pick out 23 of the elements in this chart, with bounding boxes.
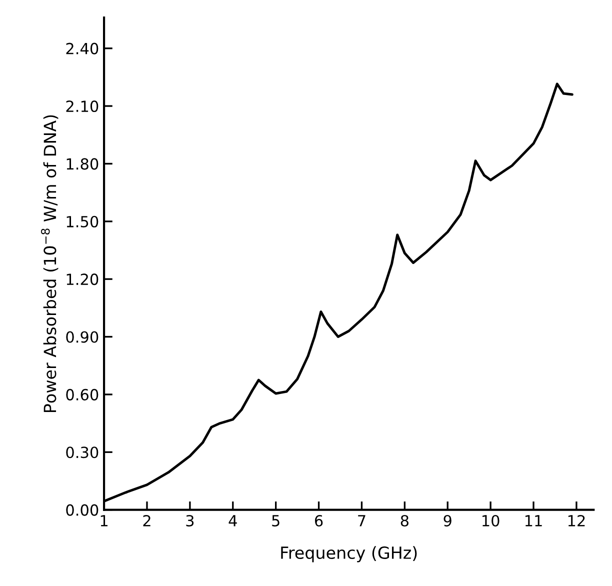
x-tick-label: 2	[143, 514, 150, 526]
x-tick-label: 5	[272, 515, 280, 527]
x-tick-label: 6	[314, 514, 323, 527]
x-tick-label: 12	[568, 514, 585, 526]
x-tick-label: 3	[186, 514, 194, 527]
x-axis-title: Frequency (GHz)	[281, 546, 417, 562]
y-tick-label: 2.40	[66, 42, 98, 54]
y-tick-label: 0.60	[66, 388, 98, 400]
y-tick-label: 2.10	[66, 100, 98, 112]
y-axis-title: Power Absorbed (10$^{−8}$ W/m of DNA)	[40, 115, 58, 412]
y-tick-label: 0.30	[66, 446, 98, 458]
y-tick-label: 1.50	[66, 216, 98, 228]
x-tick-label: 1	[100, 515, 108, 526]
x-tick-label: 4	[228, 515, 237, 526]
x-tick-label: 9	[444, 514, 452, 527]
y-tick-label: 1.20	[66, 274, 98, 286]
y-tick-label: 0.90	[66, 331, 98, 343]
y-tick-label: 1.80	[66, 158, 98, 170]
x-tick-label: 11	[525, 515, 542, 526]
x-tick-label: 8	[400, 514, 408, 527]
x-tick-label: 7	[358, 515, 366, 526]
x-tick-label: 10	[482, 514, 500, 527]
y-tick-label: 0.00	[66, 504, 98, 516]
